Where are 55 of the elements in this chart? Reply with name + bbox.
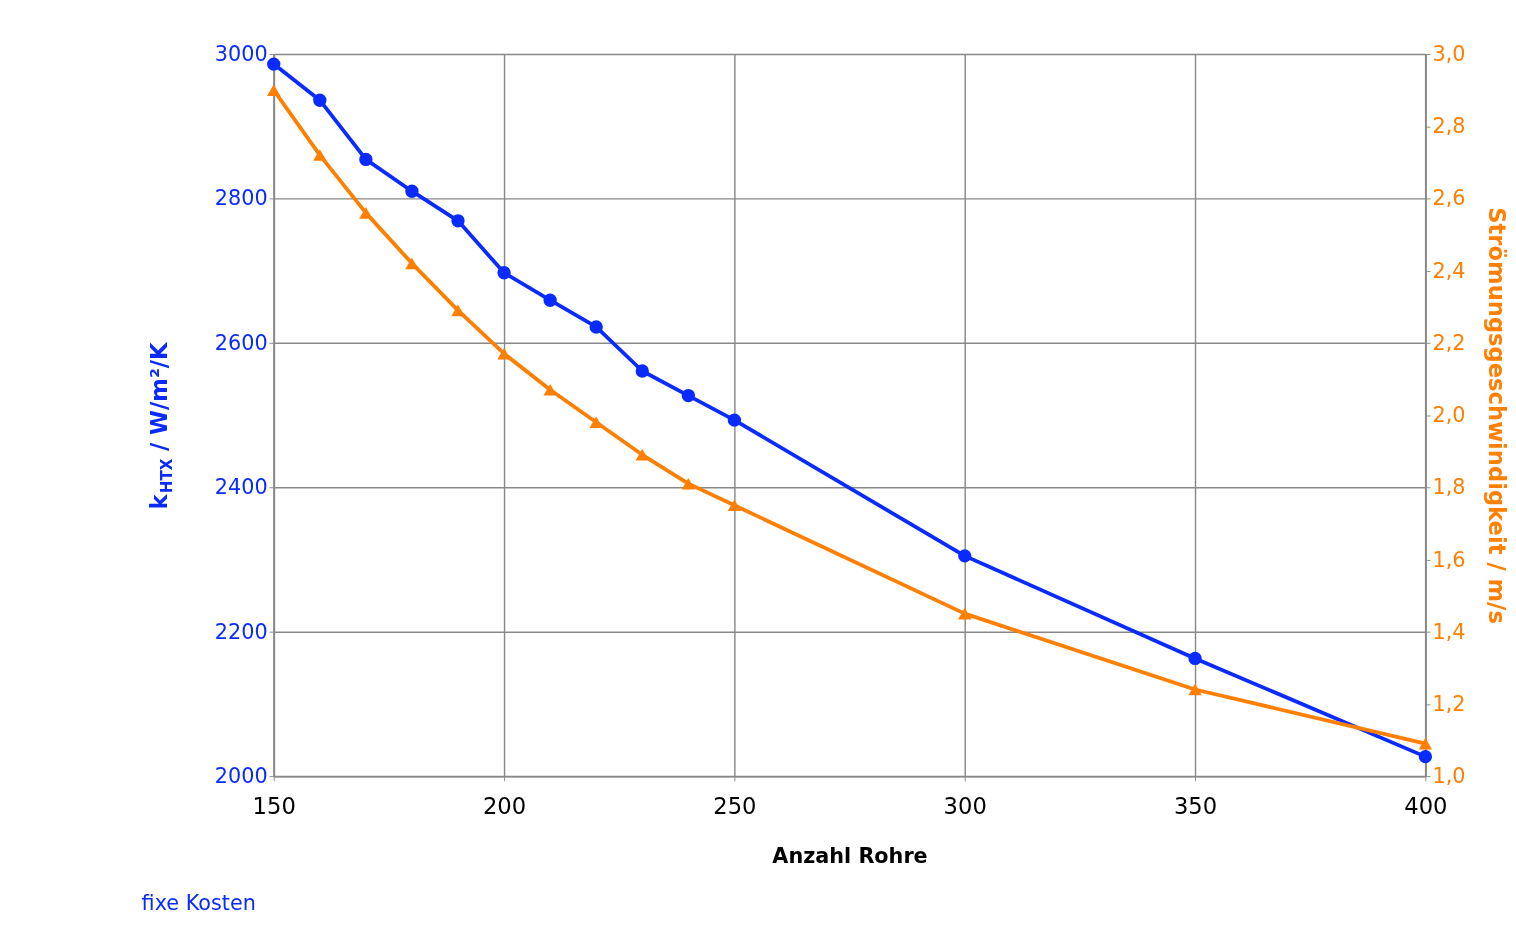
point: [681, 477, 696, 490]
x-tick-label: 300: [943, 793, 987, 820]
x-tick-label: 200: [482, 793, 527, 820]
point: [267, 57, 281, 71]
point: [543, 384, 557, 396]
x-tick-label: 150: [252, 793, 296, 820]
y2-axis-title: Strömungsgeschwindigkeit / m/s: [1484, 207, 1511, 624]
point: [451, 304, 465, 317]
point: [727, 413, 742, 427]
y-axis-title: kHTX / W/m²/K: [146, 340, 176, 510]
y2-tick-label: 1,0: [1432, 764, 1466, 789]
y2-tick-label: 2,6: [1432, 186, 1466, 211]
point: [497, 266, 511, 280]
y-tick-label: 2800: [214, 186, 268, 211]
point: [359, 152, 373, 167]
point: [1418, 737, 1433, 750]
y2-tick-label: 2,2: [1432, 330, 1466, 355]
point: [267, 84, 281, 96]
y-tick-label: 2000: [214, 764, 268, 789]
y2-tick-label: 3,0: [1432, 42, 1466, 67]
y2-tick-label: 1,8: [1432, 475, 1466, 500]
point: [405, 257, 419, 270]
point: [1418, 749, 1433, 764]
y-tick-label: 2400: [214, 475, 268, 500]
x-tick-label: 350: [1173, 793, 1218, 820]
x-tick-label: 400: [1404, 793, 1448, 820]
text: fixe Kosten: [141, 891, 256, 916]
y2-tick-label: 2,0: [1432, 403, 1466, 428]
y-tick-label: 3000: [214, 42, 268, 67]
y-tick-label: 2200: [214, 619, 268, 644]
y2-tick-label: 1,6: [1432, 547, 1466, 572]
y2-tick-label: 2,4: [1432, 258, 1466, 283]
point: [958, 607, 972, 620]
point: [727, 499, 742, 512]
y-tick-label: 2600: [214, 330, 268, 355]
point: [543, 293, 557, 307]
point: [359, 207, 373, 219]
point: [958, 549, 972, 563]
point: [1188, 651, 1202, 666]
point: [635, 448, 649, 461]
point: [635, 364, 649, 378]
point: [405, 184, 419, 198]
point: [313, 93, 327, 107]
point: [589, 320, 603, 334]
y2-tick-label: 1,4: [1432, 619, 1466, 644]
point: [589, 416, 603, 429]
x-axis-title: Anzahl Rohre: [772, 844, 928, 869]
point: [451, 214, 465, 228]
y2-tick-label: 1,2: [1432, 691, 1466, 716]
point: [681, 388, 696, 403]
point: [1188, 683, 1202, 696]
x-tick-label: 250: [713, 793, 757, 820]
point: [497, 347, 511, 360]
y2-tick-label: 2,8: [1432, 114, 1466, 139]
point: [313, 149, 327, 161]
